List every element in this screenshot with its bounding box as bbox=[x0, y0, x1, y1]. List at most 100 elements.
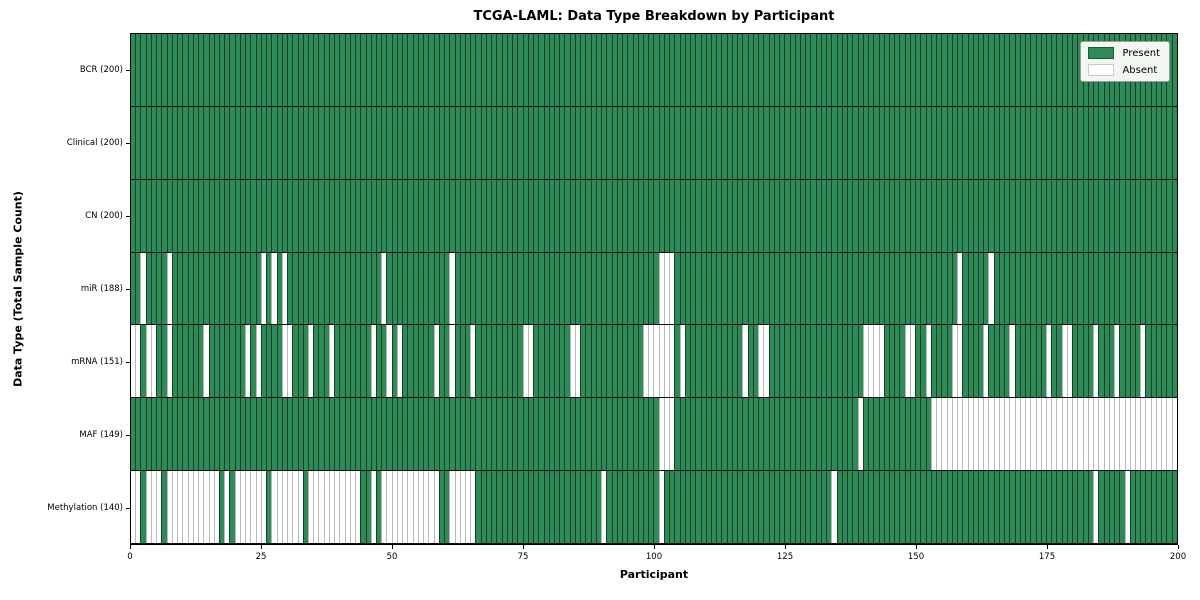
heatmap-cell bbox=[805, 398, 811, 471]
heatmap-cell bbox=[328, 34, 335, 106]
heatmap-cell bbox=[1066, 325, 1073, 398]
heatmap-cell bbox=[470, 252, 476, 325]
heatmap-cell bbox=[794, 106, 800, 179]
heatmap-cell bbox=[527, 106, 534, 179]
heatmap-cell bbox=[131, 471, 136, 544]
heatmap-cell bbox=[763, 325, 769, 398]
heatmap-cell bbox=[977, 398, 984, 471]
heatmap-cell bbox=[423, 179, 429, 252]
heatmap-cell bbox=[402, 34, 408, 106]
heatmap-cell bbox=[637, 106, 643, 179]
heatmap-cell bbox=[1051, 252, 1057, 325]
heatmap-cell bbox=[805, 34, 811, 106]
heatmap-cell bbox=[156, 106, 162, 179]
heatmap-cell bbox=[386, 325, 392, 398]
heatmap-cell bbox=[873, 34, 879, 106]
heatmap-cell bbox=[616, 398, 623, 471]
heatmap-cell bbox=[627, 252, 633, 325]
heatmap-cell bbox=[512, 34, 518, 106]
heatmap-cell bbox=[669, 398, 675, 471]
heatmap-cell bbox=[1004, 179, 1010, 252]
heatmap-cell bbox=[255, 106, 261, 179]
heatmap-cell bbox=[522, 179, 528, 252]
heatmap-cell bbox=[349, 252, 356, 325]
heatmap-cell bbox=[1046, 34, 1052, 106]
heatmap-cell bbox=[449, 471, 455, 544]
heatmap-cell bbox=[810, 34, 816, 106]
heatmap-cell bbox=[1077, 398, 1083, 471]
heatmap-cell bbox=[213, 398, 219, 471]
heatmap-cell bbox=[779, 252, 785, 325]
heatmap-cell bbox=[1155, 252, 1162, 325]
x-tick-mark bbox=[392, 545, 393, 549]
heatmap-cell bbox=[836, 471, 842, 544]
heatmap-cell bbox=[1093, 325, 1099, 398]
heatmap-cell bbox=[459, 34, 465, 106]
heatmap-cell bbox=[438, 325, 445, 398]
heatmap-cell bbox=[574, 471, 581, 544]
heatmap-cell bbox=[826, 34, 832, 106]
heatmap-cell bbox=[135, 252, 141, 325]
heatmap-cell bbox=[1155, 398, 1162, 471]
heatmap-cell bbox=[517, 34, 523, 106]
heatmap-cell bbox=[1171, 179, 1177, 252]
heatmap-cell bbox=[674, 252, 680, 325]
heatmap-cell bbox=[229, 398, 235, 471]
heatmap-cell bbox=[878, 252, 884, 325]
heatmap-cell bbox=[690, 325, 696, 398]
heatmap-cell bbox=[213, 34, 219, 106]
heatmap-cell bbox=[444, 34, 450, 106]
heatmap-cell bbox=[564, 325, 570, 398]
heatmap-cell bbox=[334, 398, 340, 471]
heatmap-cell bbox=[417, 471, 424, 544]
heatmap-cell bbox=[543, 325, 549, 398]
heatmap-cell bbox=[1093, 471, 1099, 544]
heatmap-cell bbox=[742, 325, 748, 398]
heatmap-cell bbox=[475, 398, 481, 471]
heatmap-cell bbox=[334, 252, 340, 325]
heatmap-cell bbox=[271, 398, 277, 471]
heatmap-cell bbox=[171, 179, 178, 252]
heatmap-cell bbox=[1035, 34, 1041, 106]
heatmap-cell bbox=[522, 34, 528, 106]
heatmap-cell bbox=[1119, 106, 1125, 179]
heatmap-cell bbox=[831, 252, 837, 325]
heatmap-cell bbox=[339, 252, 345, 325]
heatmap-cell bbox=[1108, 106, 1115, 179]
heatmap-cell bbox=[334, 179, 340, 252]
heatmap-cell bbox=[627, 325, 633, 398]
heatmap-cell bbox=[307, 34, 314, 106]
heatmap-cell bbox=[433, 398, 439, 471]
heatmap-cell bbox=[506, 179, 513, 252]
heatmap-cell bbox=[690, 471, 696, 544]
heatmap-cell bbox=[951, 398, 958, 471]
heatmap-cell bbox=[815, 325, 821, 398]
heatmap-cell bbox=[1025, 179, 1031, 252]
heatmap-cell bbox=[1051, 471, 1057, 544]
heatmap-cell bbox=[574, 179, 581, 252]
heatmap-cell bbox=[742, 34, 748, 106]
heatmap-cell bbox=[1077, 325, 1083, 398]
heatmap-cell bbox=[433, 471, 439, 544]
heatmap-cell bbox=[276, 471, 282, 544]
heatmap-cell bbox=[334, 34, 340, 106]
heatmap-cell bbox=[737, 106, 743, 179]
heatmap-cell bbox=[198, 34, 204, 106]
heatmap-cell bbox=[213, 325, 219, 398]
heatmap-cell bbox=[711, 398, 717, 471]
heatmap-cell bbox=[376, 106, 382, 179]
heatmap-cell bbox=[538, 471, 544, 544]
heatmap-cell bbox=[1077, 252, 1083, 325]
heatmap-cell bbox=[1019, 325, 1026, 398]
heatmap-cell bbox=[690, 179, 696, 252]
heatmap-cell bbox=[831, 325, 837, 398]
heatmap-cell bbox=[784, 398, 790, 471]
heatmap-cell bbox=[574, 325, 581, 398]
heatmap-cell bbox=[1072, 471, 1078, 544]
heatmap-cell bbox=[653, 34, 659, 106]
heatmap-cell bbox=[1114, 398, 1120, 471]
x-tick-label: 75 bbox=[517, 552, 529, 562]
heatmap-cell bbox=[150, 106, 157, 179]
heatmap-cell bbox=[370, 398, 377, 471]
legend-item: Absent bbox=[1088, 64, 1160, 76]
